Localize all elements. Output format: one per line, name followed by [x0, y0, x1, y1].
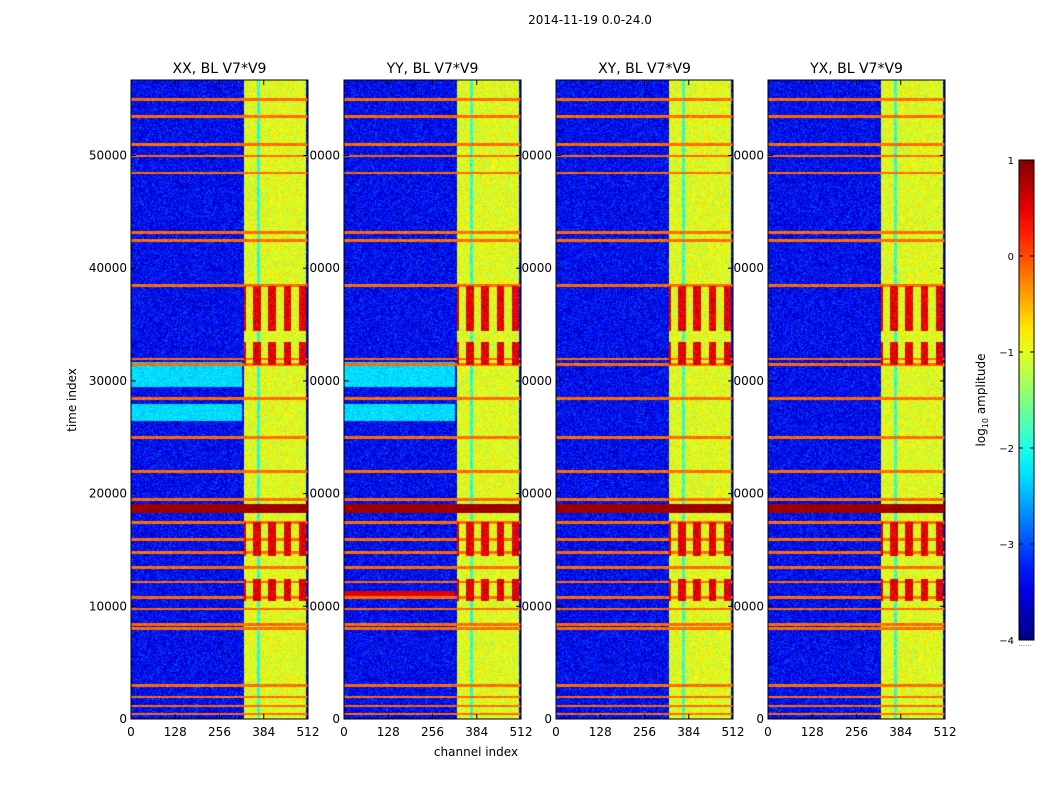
y-tick-label: 0000: [521, 149, 552, 163]
x-axis-label: channel index: [434, 745, 518, 759]
x-tick-label: 128: [377, 725, 400, 739]
y-tick-label: 0000: [733, 149, 764, 163]
colorbar-label: log10 amplitude: [974, 354, 990, 447]
x-tick-label: 0: [340, 725, 348, 739]
panel-title: YY, BL V7*V9: [386, 61, 479, 77]
x-tick-label: 256: [421, 725, 444, 739]
x-tick-label: 256: [633, 725, 656, 739]
x-tick-label: 128: [164, 725, 187, 739]
y-tick-label: 0000: [733, 374, 764, 388]
colorbar-tick-label: −4: [999, 636, 1014, 647]
panel-title: XX, BL V7*V9: [173, 61, 267, 77]
x-tick-label: 256: [845, 725, 868, 739]
x-tick-label: 0: [764, 725, 772, 739]
colorbar-tick-label: −1: [999, 348, 1014, 359]
x-tick-label: 384: [252, 725, 275, 739]
x-tick-label: 384: [889, 725, 912, 739]
heatmap-image-xx: [131, 80, 308, 719]
x-tick-label: 384: [465, 725, 488, 739]
panel-xy: XY, BL V7*V90 128 256 384 512000000000000000…: [521, 61, 744, 739]
x-tick-label: 256: [208, 725, 231, 739]
y-tick-label: 0000: [309, 374, 340, 388]
colorbar-tick-label: 1: [1008, 156, 1014, 167]
colorbar-extra-label: ······: [1018, 642, 1031, 650]
y-tick-label: 0000: [309, 599, 340, 613]
y-tick-label: 30000: [89, 374, 127, 388]
panel-title: YX, BL V7*V9: [809, 61, 903, 77]
colorbar: 1 0 −1 −2 −3 −4 log10 amplitude ······: [974, 156, 1035, 650]
y-tick-label: 50000: [89, 149, 127, 163]
figure-title: 2014-11-19 0.0-24.0: [528, 13, 652, 27]
y-tick-label: 0000: [733, 261, 764, 275]
panel-yy: YY, BL V7*V90 128 256 384 512000000000000000…: [309, 61, 532, 739]
y-tick-label: 0000: [521, 374, 552, 388]
heatmap-image-xy: [556, 80, 733, 719]
heatmap-image-yx: [768, 80, 945, 719]
y-tick-label: 0: [119, 712, 127, 726]
x-tick-label: 0: [127, 725, 135, 739]
y-tick-label: 0000: [733, 599, 764, 613]
y-tick-label: 0: [332, 712, 340, 726]
y-tick-label: 0: [756, 712, 764, 726]
colorbar-gradient: [1018, 159, 1035, 641]
x-tick-label: 512: [722, 725, 745, 739]
y-tick-label: 0000: [309, 487, 340, 501]
y-tick-label: 0000: [521, 599, 552, 613]
y-axis-label: time index: [65, 368, 79, 432]
panel-xx: XX, BL V7*V9 0 128 256 384 512 0 10000 20000 3000…: [89, 61, 320, 739]
colorbar-tick-label: 0: [1008, 252, 1014, 263]
colorbar-tick-label: −2: [999, 444, 1014, 455]
x-tick-label: 512: [510, 725, 533, 739]
x-tick-label: 128: [801, 725, 824, 739]
colorbar-tick-label: −3: [999, 540, 1014, 551]
panel-yx: YX, BL V7*V90 128 256 384 512000000000000000…: [733, 61, 956, 739]
x-tick-label: 128: [589, 725, 612, 739]
y-tick-label: 0000: [309, 261, 340, 275]
panel-title: XY, BL V7*V9: [598, 61, 691, 77]
y-tick-label: 10000: [89, 599, 127, 613]
x-tick-label: 0: [552, 725, 560, 739]
y-tick-label: 40000: [89, 261, 127, 275]
heatmap-image-yy: [344, 80, 521, 719]
x-tick-label: 512: [934, 725, 957, 739]
y-tick-label: 0: [544, 712, 552, 726]
y-tick-label: 0000: [733, 487, 764, 501]
y-tick-label: 0000: [521, 487, 552, 501]
y-tick-label: 0000: [309, 149, 340, 163]
x-tick-label: 512: [297, 725, 320, 739]
x-tick-label: 384: [677, 725, 700, 739]
y-tick-label: 0000: [521, 261, 552, 275]
y-tick-label: 20000: [89, 487, 127, 501]
